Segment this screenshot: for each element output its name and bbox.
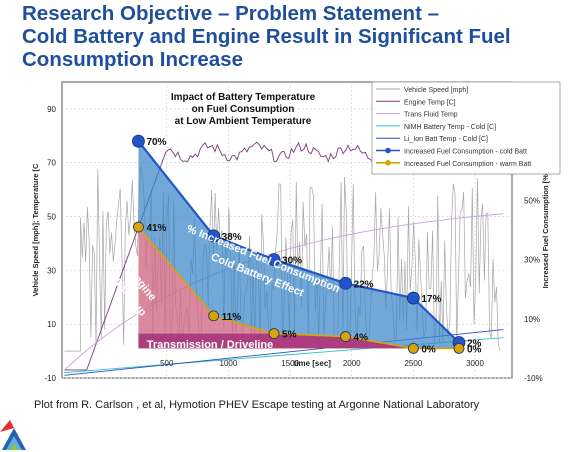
series-line-warm	[137, 226, 459, 350]
y-axis-label: Vehicle Speed [mph]; Temperature [C	[31, 163, 40, 296]
y2-tick-label-3: 50%	[524, 196, 540, 205]
data-label-warm-2: 5%	[282, 330, 297, 341]
data-label-cold-5: 2%	[467, 338, 482, 349]
slide-title: Research Objective – Problem Statement –…	[22, 2, 572, 71]
y2-tick-label-2: 30%	[524, 256, 540, 265]
data-label-warm-3: 4%	[354, 333, 369, 344]
y-tick-label-2: 30	[47, 266, 56, 275]
annotation-driveline: Transmission / Driveline	[147, 339, 274, 351]
x-tick-label-5: 3000	[466, 359, 484, 368]
data-point-warm-1	[208, 310, 220, 322]
data-point-warm-4	[407, 342, 419, 354]
title-line-3: Consumption Increase	[22, 48, 243, 71]
cold-battery-effect-area	[138, 141, 459, 349]
legend-label-5: Increased Fuel Consumption - cold Batt	[404, 149, 527, 156]
x-tick-label-2: 1500	[281, 359, 299, 368]
data-point-warm-2	[268, 328, 280, 340]
legend-label-2: Trans Fluid Temp	[404, 112, 458, 119]
data-point-cold-0	[132, 134, 145, 148]
trans-fluid-temp-trace	[64, 213, 504, 371]
title-line-1: Research Objective – Problem Statement –	[22, 2, 440, 25]
y-tick-label-3: 50	[47, 213, 56, 222]
x-tick-label-1: 1000	[220, 359, 238, 368]
title-line-2: Cold Battery and Engine Result in Signif…	[22, 25, 511, 48]
chart-title-line-1: on Fuel Consumption	[192, 104, 295, 115]
y-tick-label-0: -10	[44, 374, 56, 383]
legend-label-4: Li_Ion Batt Temp - Cold [C]	[404, 136, 488, 143]
data-label-cold-3: 22%	[354, 279, 374, 290]
y-tick-label-1: 10	[47, 320, 56, 329]
slide-caption: Plot from R. Carlson , et al, Hymotion P…	[34, 399, 480, 411]
argonne-logo-icon	[0, 420, 26, 450]
chart-title-line-0: Impact of Battery Temperature	[171, 92, 316, 103]
data-label-warm-5: 0%	[467, 344, 482, 355]
data-point-cold-1	[207, 229, 221, 243]
data-label-warm-1: 11%	[222, 312, 242, 323]
legend-box	[371, 81, 561, 175]
data-label-cold-0: 70%	[146, 137, 166, 148]
data-label-cold-1: 38%	[222, 232, 242, 243]
data-label-warm-4: 0%	[421, 344, 436, 355]
y-tick-label-5: 90	[47, 105, 56, 114]
legend-label-6: Increased Fuel Consumption - warm Batt	[404, 161, 531, 168]
legend-label-3: NiMH Battery Temp - Cold [C]	[404, 124, 496, 131]
legend-label-0: Vehicle Speed [mph]	[404, 87, 468, 94]
data-point-cold-4	[406, 291, 420, 305]
x-tick-label-4: 2500	[404, 359, 422, 368]
x-axis-label: time [sec]	[294, 359, 332, 368]
y2-tick-label-1: 10%	[524, 315, 540, 324]
data-label-cold-2: 30%	[282, 256, 302, 267]
data-label-warm-0: 41%	[146, 223, 166, 234]
data-point-warm-5	[453, 342, 465, 354]
legend-marker-6	[385, 160, 391, 166]
driveline-area	[138, 333, 459, 349]
data-point-cold-3	[339, 276, 352, 290]
y2-axis-label: Increased Fuel Consumption [%]	[541, 171, 550, 288]
x-tick-label-0: 500	[160, 359, 174, 368]
chart-title-line-2: at Low Ambient Temperature	[175, 116, 312, 127]
fuel-consumption-chart: 500 1000 1500 2000 2500 3000 -10 10 30 50 70 90 -10%…	[31, 81, 561, 383]
legend-label-1: Engine Temp [C]	[404, 99, 456, 106]
series-line-cold	[137, 140, 460, 344]
x-tick-label-3: 2000	[343, 359, 361, 368]
data-point-warm-0	[133, 221, 144, 233]
data-label-cold-4: 17%	[421, 294, 441, 305]
y-tick-label-4: 70	[47, 159, 56, 168]
legend-marker-5	[385, 147, 391, 154]
data-point-cold-2	[267, 253, 281, 267]
data-point-warm-3	[340, 331, 351, 342]
y2-tick-label-0: -10%	[524, 374, 543, 383]
